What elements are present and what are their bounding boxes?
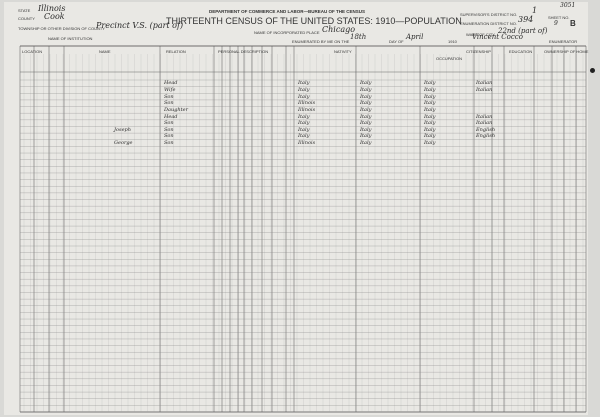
row-birth: Italy [298,93,310,100]
supervisor-label: SUPERVISOR'S DISTRICT NO. [460,12,518,17]
township-value: Precinct V.S. (part of) [96,21,184,30]
column-header: OWNERSHIP OF HOME [544,49,589,54]
row-lang: Italian [476,80,493,87]
county-value: Cook [44,12,65,21]
column-header: LOCATION [22,49,43,54]
ward-value: 22nd (part of) [498,27,548,35]
row-birth: Italy [298,80,310,87]
row-relation: Head [164,80,178,87]
state-value: Illinois [38,4,66,13]
row-relation: Son [164,140,174,147]
row-mother: Italy [424,86,436,93]
row-birth: Italy [298,120,310,127]
row-relation: Son [164,120,174,127]
row-birth: Italy [298,86,310,93]
page-title: THIRTEENTH CENSUS OF THE UNITED STATES: … [166,16,462,26]
row-father: Italy [360,93,372,100]
row-father: Italy [360,80,372,87]
row-father: Italy [360,126,372,133]
row-mother: Italy [424,120,436,127]
row-relation: Son [164,133,174,140]
column-header: PERSONAL DESCRIPTION [218,49,269,54]
census-grid [19,45,587,413]
column-header: NAME [99,49,111,54]
township-label: TOWNSHIP OR OTHER DIVISION OF COUNTY [18,26,105,31]
enumerated-day: 18th [350,33,367,41]
row-mother: Italy [424,113,436,120]
column-header: NATIVITY [334,49,352,54]
row-father: Italy [360,140,372,147]
row-mother: Italy [424,80,436,87]
row-relation: Daughter [164,106,188,113]
row-relation: Head [164,113,178,120]
row-birth: Italy [298,126,310,133]
row-mother: Italy [424,93,436,100]
sheet-value: 9 [554,20,558,27]
stamp-number: 3051 [560,2,576,9]
row-father: Italy [360,100,372,107]
row-relation: Son [164,93,174,100]
census-sheet: STATE Illinois COUNTY Cook TOWNSHIP OR O… [4,2,588,415]
row-birth: Italy [298,113,310,120]
state-label: STATE [18,8,31,13]
row-father: Italy [360,120,372,127]
row-mother: Italy [424,100,436,107]
enumerated-label: ENUMERATED BY ME ON THE [292,39,350,44]
column-header: RELATION [166,49,186,54]
row-name: George [114,140,133,147]
row-birth: Illinois [298,106,316,113]
row-father: Italy [360,113,372,120]
sheet-label: SHEET NO. [548,15,570,20]
ed-value: 394 [518,15,534,24]
ed-label: ENUMERATION DISTRICT NO. [460,21,517,26]
row-lang: Italian [476,120,493,127]
row-relation: Son [164,100,174,107]
place-label: NAME OF INCORPORATED PLACE [254,30,320,35]
enumerator-name: Vincent Cocco [472,33,523,41]
row-mother: Italy [424,106,436,113]
row-mother: Italy [424,133,436,140]
supervisor-value: 1 [532,6,538,15]
row-lang: English [476,133,496,140]
row-relation: Wife [164,86,176,93]
enumerator-label: ENUMERATOR [549,39,578,44]
row-birth: Italy [298,133,310,140]
place-value: Chicago [322,25,356,34]
department-heading: DEPARTMENT OF COMMERCE AND LABOR—BUREAU … [209,9,365,14]
row-birth: Illinois [298,140,316,147]
row-mother: Italy [424,126,436,133]
county-label: COUNTY [18,16,35,21]
enumerated-month: April [406,33,424,41]
column-header: OCCUPATION [436,56,463,61]
column-header: EDUCATION [509,49,533,54]
row-mother: Italy [424,140,436,147]
day-of-label: DAY OF [389,39,404,44]
ward-label: WARD OF CITY [466,32,495,37]
year: 1910 [448,39,457,44]
row-lang: Italian [476,86,493,93]
row-father: Italy [360,106,372,113]
row-father: Italy [360,86,372,93]
institution-label: NAME OF INSTITUTION [48,36,93,41]
row-birth: Illinois [298,100,316,107]
sheet-letter: B [570,19,576,28]
row-relation: Son [164,126,174,133]
binder-hole [590,68,595,73]
row-name: Joseph [114,126,131,133]
row-lang: English [476,126,496,133]
column-header: CITIZENSHIP [466,49,491,54]
row-lang: Italian [476,113,493,120]
row-father: Italy [360,133,372,140]
